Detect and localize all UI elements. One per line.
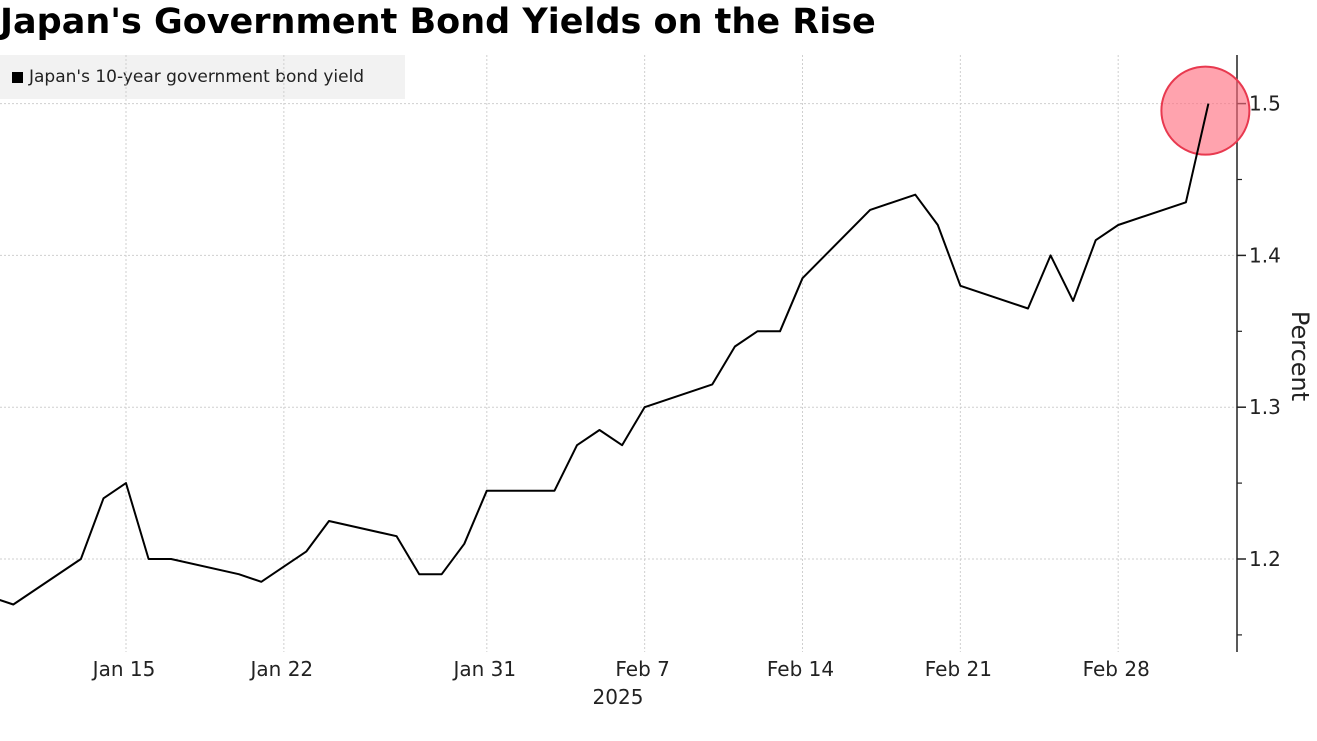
- y-axis-title: Percent: [1286, 311, 1314, 401]
- x-tick-label: Feb 14: [767, 657, 834, 681]
- y-tick-label: 1.5: [1249, 92, 1281, 116]
- y-axis: 1.2 1.3 1.4 1.5: [1237, 92, 1281, 636]
- x-axis-title: 2025: [593, 685, 644, 709]
- x-tick-label: Feb 28: [1083, 657, 1150, 681]
- highlight-circle: [1160, 65, 1251, 156]
- highlight: [1160, 65, 1251, 156]
- legend: Japan's 10-year government bond yield: [0, 55, 405, 99]
- legend-swatch-icon: [12, 71, 23, 83]
- x-tick-label: Jan 22: [249, 657, 314, 681]
- gridlines: [0, 55, 1237, 652]
- y-tick-label: 1.2: [1249, 547, 1281, 571]
- series: [0, 103, 1210, 606]
- x-tick-label: Feb 21: [925, 657, 992, 681]
- x-tick-label: Feb 7: [615, 657, 670, 681]
- chart-title: Japan's Government Bond Yields on the Ri…: [0, 2, 876, 42]
- x-tick-label: Jan 31: [451, 657, 516, 681]
- legend-label: Japan's 10-year government bond yield: [29, 67, 365, 87]
- x-tick-label: Jan 15: [91, 657, 156, 681]
- series-line: [0, 103, 1210, 606]
- y-tick-label: 1.3: [1249, 395, 1281, 419]
- y-tick-label: 1.4: [1249, 243, 1281, 267]
- x-axis: Jan 15 Jan 22 Jan 31 Feb 7 Feb 14 Feb 21 Feb 2…: [91, 657, 1150, 681]
